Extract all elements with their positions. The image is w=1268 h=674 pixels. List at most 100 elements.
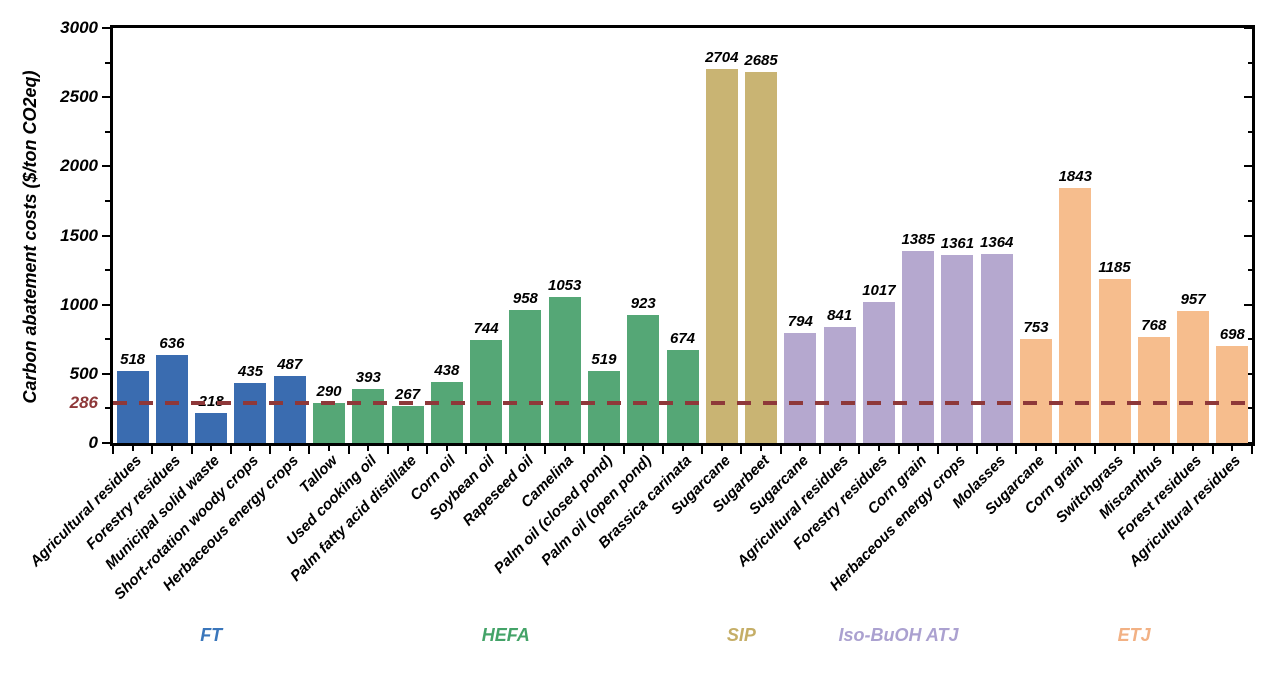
bar-value-label: 267 [395, 386, 421, 404]
x-axis-minor-tick [524, 446, 527, 451]
bar [391, 406, 424, 443]
bar-value-label: 698 [1219, 326, 1245, 344]
x-axis-minor-tick [1034, 446, 1037, 451]
x-axis-minor-tick [1231, 446, 1234, 451]
x-axis-major-tick [858, 446, 861, 454]
bar-value-label: 1185 [1098, 259, 1131, 277]
x-axis-major-tick [308, 446, 311, 454]
bar-value-label: 518 [120, 351, 146, 369]
x-axis-major-tick [269, 446, 272, 454]
x-axis-minor-tick [956, 446, 959, 451]
x-axis-minor-tick [799, 446, 802, 451]
bar-value-label: 957 [1180, 290, 1206, 308]
bar-value-label: 1361 [940, 234, 975, 252]
y-axis-minor-tick [105, 269, 110, 272]
x-axis-minor-tick [1192, 446, 1195, 451]
bar-value-label: 636 [159, 335, 185, 353]
x-axis-major-tick [1133, 446, 1136, 454]
x-axis-major-tick [1172, 446, 1175, 454]
bar [1216, 346, 1249, 443]
x-axis-major-tick [190, 446, 193, 454]
x-axis-minor-tick [642, 446, 645, 451]
bar [1137, 336, 1170, 443]
y-axis-minor-tick [1248, 130, 1252, 133]
bar [234, 382, 267, 443]
x-axis-major-tick [151, 446, 154, 454]
bar-value-label: 794 [787, 313, 813, 331]
plot-area: 0 500 1000 1500 2000 2500 3000 518 Agricultural … [27, 18, 1255, 645]
y-axis-major-tick [1244, 442, 1252, 444]
bar-value-label: 1385 [901, 231, 935, 249]
x-axis-minor-tick [485, 446, 488, 451]
bar-value-label: 393 [355, 368, 381, 386]
x-axis-major-tick [1093, 446, 1096, 454]
bar-value-label: 768 [1141, 316, 1167, 334]
x-axis-major-tick [701, 446, 704, 454]
y-axis-major-tick [102, 234, 110, 237]
x-axis-minor-tick [131, 446, 134, 451]
bar-value-label: 435 [237, 362, 263, 380]
y-axis-tick-label: 1500 [60, 225, 98, 245]
bar [941, 254, 974, 443]
y-axis-minor-tick [1248, 407, 1252, 410]
bar-value-label: 438 [434, 362, 460, 380]
bar [1177, 310, 1210, 443]
x-axis-minor-tick [681, 446, 684, 451]
bar [666, 349, 699, 443]
x-axis-major-tick [740, 446, 743, 454]
y-axis-tick-label: 1000 [60, 294, 98, 314]
x-axis-major-tick [465, 446, 468, 454]
pathway-group-label: SIP [726, 625, 756, 645]
bar [980, 254, 1013, 443]
x-axis-major-tick [1211, 446, 1214, 454]
y-axis-tick-label: 0 [88, 433, 98, 452]
bar-value-label: 218 [199, 393, 224, 410]
x-axis-minor-tick [917, 446, 920, 451]
bar [705, 68, 738, 443]
x-axis-minor-tick [445, 446, 448, 451]
x-axis-minor-tick [288, 446, 291, 451]
y-axis-major-tick [1244, 27, 1252, 29]
bar [548, 297, 581, 443]
x-axis-major-tick [897, 446, 900, 454]
pathway-group-label: FT [200, 625, 223, 645]
y-axis-minor-tick [1248, 269, 1252, 272]
x-axis-major-tick [661, 446, 664, 454]
y-axis-minor-tick [105, 130, 110, 133]
bar-value-label: 519 [591, 351, 617, 369]
x-axis-minor-tick [210, 446, 213, 451]
bar [784, 333, 817, 443]
bar [1098, 279, 1131, 443]
x-axis-minor-tick [249, 446, 252, 451]
bar-value-label: 1843 [1058, 168, 1092, 186]
plot-inner: 0 500 1000 1500 2000 2500 3000 518 Agricultural … [27, 18, 1253, 645]
x-axis-minor-tick [1074, 446, 1077, 451]
x-axis-major-tick [229, 446, 232, 454]
x-axis-major-tick [347, 446, 350, 454]
bar [430, 382, 463, 443]
bar-value-label: 753 [1023, 318, 1049, 336]
y-axis-major-tick [1244, 96, 1252, 99]
reference-value-label: 286 [69, 393, 98, 413]
bar-value-label: 290 [316, 382, 342, 400]
bar-value-label: 2704 [705, 48, 739, 66]
bar [509, 310, 542, 443]
y-axis-tick-label: 3000 [60, 18, 98, 37]
x-axis-minor-tick [602, 446, 605, 451]
y-axis-tick-label: 500 [69, 363, 98, 383]
y-axis-major-tick [1244, 165, 1252, 168]
y-axis-minor-tick [105, 338, 110, 341]
x-axis-minor-tick [877, 446, 880, 451]
y-axis-minor-tick [1248, 338, 1252, 341]
x-axis-major-tick [779, 446, 782, 454]
bar-value-label: 841 [827, 306, 853, 324]
y-axis-major-tick [102, 27, 110, 29]
bar [627, 315, 660, 443]
bar-value-label: 1364 [980, 234, 1014, 252]
y-axis-minor-tick [1248, 199, 1252, 202]
x-axis-major-tick [818, 446, 821, 454]
x-axis-major-tick [112, 446, 114, 454]
bar-value-label: 923 [630, 295, 656, 313]
x-axis-minor-tick [995, 446, 998, 451]
